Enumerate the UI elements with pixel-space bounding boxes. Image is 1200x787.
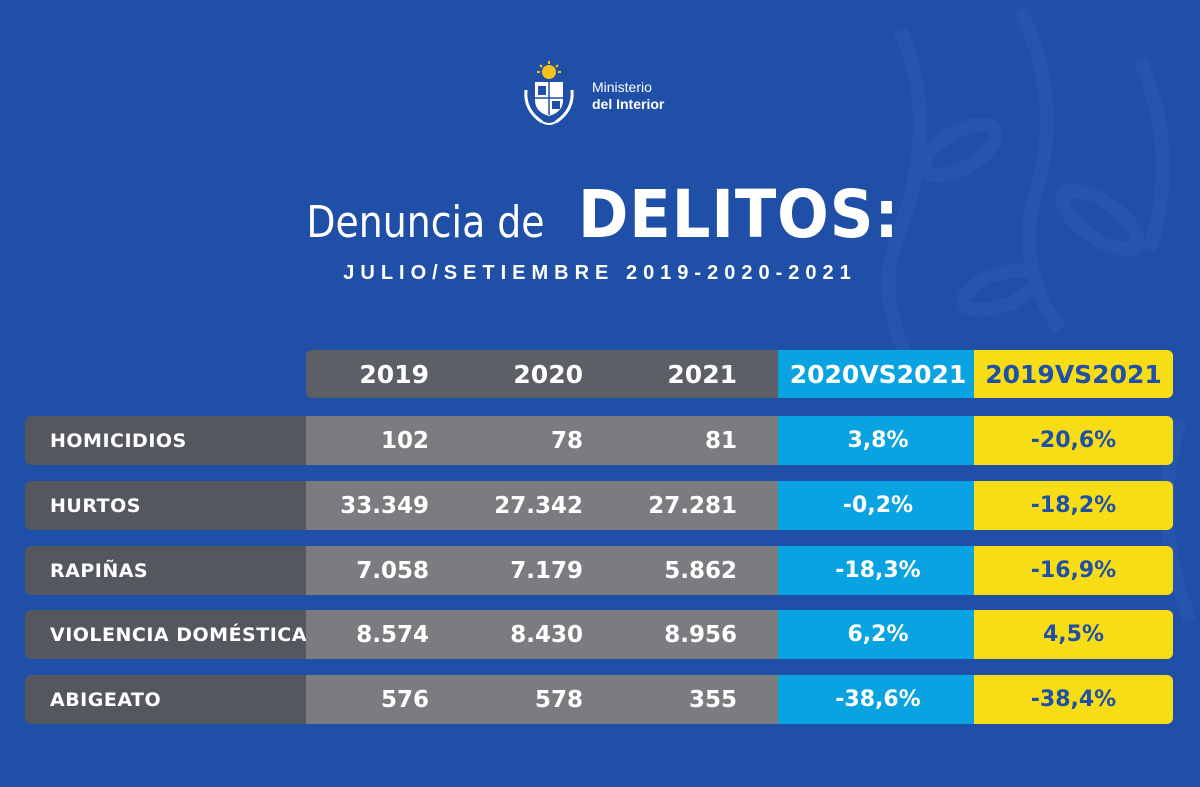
table-cell: 578 bbox=[534, 686, 583, 713]
column-header: 2019VS2021 bbox=[974, 350, 1173, 398]
title-bold-text: DELITOS: bbox=[577, 176, 900, 253]
table-cell: 3,8% bbox=[778, 416, 978, 465]
table-row: ABIGEATO 576 578 355 -38,6% -38,4% bbox=[25, 675, 1173, 724]
table-row: VIOLENCIA DOMÉSTICA 8.574 8.430 8.956 6,… bbox=[25, 610, 1173, 659]
table-cell: 576 bbox=[380, 686, 429, 713]
column-header: 2021 bbox=[667, 359, 737, 389]
row-label: ABIGEATO bbox=[25, 675, 307, 724]
table-cell: 355 bbox=[688, 686, 737, 713]
table-cell: 102 bbox=[380, 427, 429, 454]
table-row: HOMICIDIOS 102 78 81 3,8% -20,6% bbox=[25, 416, 1173, 465]
table-cell: -20,6% bbox=[974, 416, 1173, 465]
table-cell: 27.342 bbox=[494, 492, 583, 519]
title-light-text: Denuncia de bbox=[305, 197, 545, 248]
table-cell: 7.058 bbox=[356, 557, 429, 584]
row-values: 576 578 355 bbox=[306, 675, 780, 724]
column-header: 2020 bbox=[513, 359, 583, 389]
ministry-logo: Ministerio del Interior bbox=[518, 60, 664, 128]
column-header: 2020VS2021 bbox=[778, 350, 978, 398]
table-cell: -18,2% bbox=[974, 481, 1173, 530]
table-cell: 4,5% bbox=[974, 610, 1173, 659]
ministry-name-line2: del Interior bbox=[592, 96, 665, 112]
row-values: 8.574 8.430 8.956 bbox=[306, 610, 780, 659]
table-cell: -38,6% bbox=[778, 675, 978, 724]
ministry-name-line1: Ministerio bbox=[592, 79, 652, 95]
row-label: HURTOS bbox=[25, 481, 307, 530]
row-label: RAPIÑAS bbox=[25, 546, 307, 595]
table-row: RAPIÑAS 7.058 7.179 5.862 -18,3% -16,9% bbox=[25, 546, 1173, 595]
row-values: 7.058 7.179 5.862 bbox=[306, 546, 780, 595]
row-values: 102 78 81 bbox=[306, 416, 780, 465]
table-cell: 5.862 bbox=[664, 557, 737, 584]
table-cell: 8.574 bbox=[356, 621, 429, 648]
table-cell: 6,2% bbox=[778, 610, 978, 659]
table-cell: 27.281 bbox=[648, 492, 737, 519]
table-cell: -38,4% bbox=[974, 675, 1173, 724]
row-values: 33.349 27.342 27.281 bbox=[306, 481, 780, 530]
table-cell: 81 bbox=[704, 427, 737, 454]
table-cell: 78 bbox=[550, 427, 583, 454]
table-cell: -0,2% bbox=[778, 481, 978, 530]
table-header-years: 2019 2020 2021 bbox=[306, 350, 780, 398]
table-cell: -16,9% bbox=[974, 546, 1173, 595]
table-cell: 33.349 bbox=[340, 492, 429, 519]
table-cell: 8.956 bbox=[664, 621, 737, 648]
page-subtitle: JULIO/SETIEMBRE 2019-2020-2021 bbox=[343, 262, 857, 284]
table-cell: 7.179 bbox=[510, 557, 583, 584]
row-label: HOMICIDIOS bbox=[25, 416, 307, 465]
table-cell: -18,3% bbox=[778, 546, 978, 595]
page-title: Denuncia de DELITOS: bbox=[0, 176, 1200, 253]
column-header: 2019 bbox=[359, 359, 429, 389]
row-label: VIOLENCIA DOMÉSTICA bbox=[25, 610, 307, 659]
table-row: HURTOS 33.349 27.342 27.281 -0,2% -18,2% bbox=[25, 481, 1173, 530]
uruguay-coat-of-arms-icon bbox=[524, 61, 574, 125]
table-cell: 8.430 bbox=[510, 621, 583, 648]
